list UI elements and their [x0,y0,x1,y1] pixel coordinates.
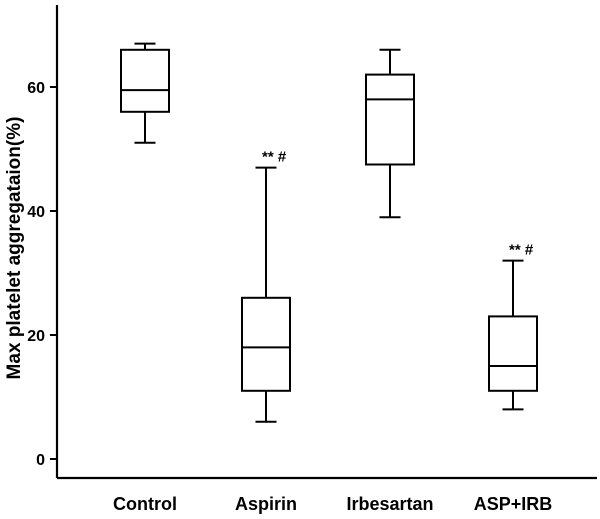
y-ticks: 0 20 40 60 [27,80,57,469]
axes [55,5,597,480]
iqr-box [488,315,538,392]
y-tick-label: 0 [36,452,45,469]
category-label: Control [113,494,177,514]
category-labels: Control Aspirin Irbesartan ASP+IRB [113,494,552,514]
iqr-box [365,73,415,166]
category-label: Irbesartan [346,494,433,514]
box-aspirin: ** # [241,149,291,423]
y-tick-label: 40 [27,204,45,221]
box-irbesartan [365,48,415,219]
y-tick-label: 60 [27,80,45,97]
iqr-box [241,296,291,392]
boxes: ** # ** # [120,42,538,423]
iqr-box [120,48,170,113]
y-axis-title: Max platelet aggregataion(%) [4,117,25,380]
significance-annotation: ** # [262,149,287,166]
box-asp-irb: ** # [488,242,538,411]
significance-annotation: ** # [509,242,534,259]
category-label: Aspirin [235,494,297,514]
box-control [120,42,170,144]
category-label: ASP+IRB [474,494,553,514]
y-tick-label: 20 [27,328,45,345]
